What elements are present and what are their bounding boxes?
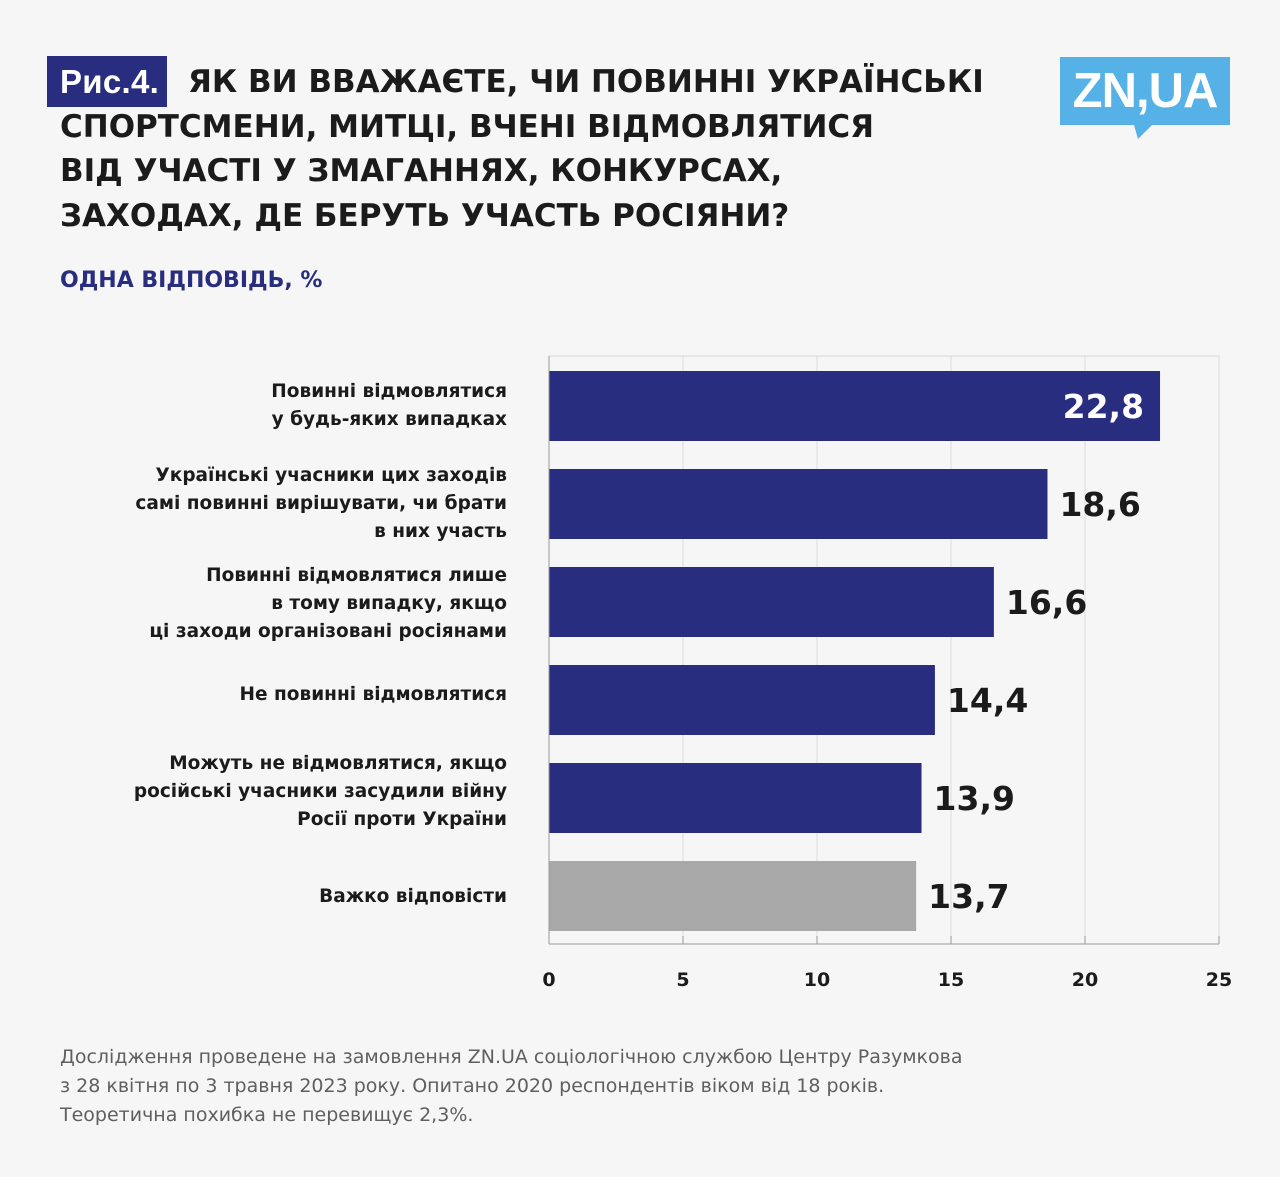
plot-border bbox=[549, 355, 1220, 944]
chart-subtitle: ОДНА ВІДПОВІДЬ, % bbox=[60, 268, 323, 293]
bar bbox=[549, 763, 922, 833]
logo-text: ZN,UA bbox=[1072, 64, 1219, 118]
title-line: ЗАХОДАХ, ДЕ БЕРУТЬ УЧАСТЬ РОСІЯНИ? bbox=[60, 197, 790, 234]
bar bbox=[549, 371, 1161, 441]
category-label: Повинні відмовлятися у будь-яких випадка… bbox=[271, 381, 507, 430]
bar bbox=[549, 665, 935, 735]
category-label: Важко відповісти bbox=[319, 886, 507, 907]
x-tick-label: 10 bbox=[804, 969, 830, 991]
chart-title: ЯК ВИ ВВАЖАЄТЕ, ЧИ ПОВИННІ УКРАЇНСЬКІ СП… bbox=[60, 60, 1060, 238]
title-line: ЯК ВИ ВВАЖАЄТЕ, ЧИ ПОВИННІ УКРАЇНСЬКІ bbox=[188, 64, 984, 100]
bar-value-label: 16,6 bbox=[1006, 583, 1087, 622]
title-line: ВІД УЧАСТІ У ЗМАГАННЯХ, КОНКУРСАХ, bbox=[60, 153, 783, 189]
category-label: Не повинні відмовлятися bbox=[239, 684, 507, 705]
x-tick-label: 0 bbox=[542, 969, 555, 991]
category-label: Можуть не відмовлятися, якщо російські у… bbox=[133, 753, 507, 830]
bar-value-label: 18,6 bbox=[1059, 485, 1140, 524]
figure-number-badge: Рис.4. bbox=[47, 56, 168, 107]
x-tick-label: 15 bbox=[938, 969, 964, 991]
zn-ua-logo: ZN,UA bbox=[1060, 57, 1230, 139]
footnote-line: Теоретична похибка не перевищує 2,3%. bbox=[60, 1104, 474, 1126]
category-label: Українські учасники цих заходів самі пов… bbox=[135, 465, 507, 542]
footnote-line: з 28 квітня по 3 травня 2023 року. Опита… bbox=[60, 1075, 885, 1097]
bar bbox=[549, 861, 917, 931]
footnote-line: Дослідження проведене на замовлення ZN.U… bbox=[60, 1046, 963, 1068]
bar-value-label: 14,4 bbox=[947, 681, 1028, 720]
x-tick-label: 5 bbox=[676, 969, 689, 991]
x-tick-label: 20 bbox=[1072, 969, 1098, 991]
title-line: СПОРТСМЕНИ, МИТЦІ, ВЧЕНІ ВІДМОВЛЯТИСЯ bbox=[60, 108, 875, 145]
bar-chart: 0 5 10 15 20 25 22,8 18,6 16,6 14,4 13,9 13,7 bbox=[542, 355, 1232, 991]
x-tick-label: 25 bbox=[1206, 969, 1232, 991]
bar bbox=[549, 567, 994, 637]
bar-value-label: 13,9 bbox=[934, 779, 1015, 818]
bar-value-label: 22,8 bbox=[1063, 387, 1144, 426]
category-label: Повинні відмовлятися лише в тому випадку… bbox=[149, 565, 507, 642]
footnote: Дослідження проведене на замовлення ZN.U… bbox=[60, 1043, 963, 1130]
bar-value-label: 13,7 bbox=[928, 877, 1009, 916]
logo-speech-bubble bbox=[1060, 57, 1230, 139]
bar bbox=[549, 469, 1048, 539]
